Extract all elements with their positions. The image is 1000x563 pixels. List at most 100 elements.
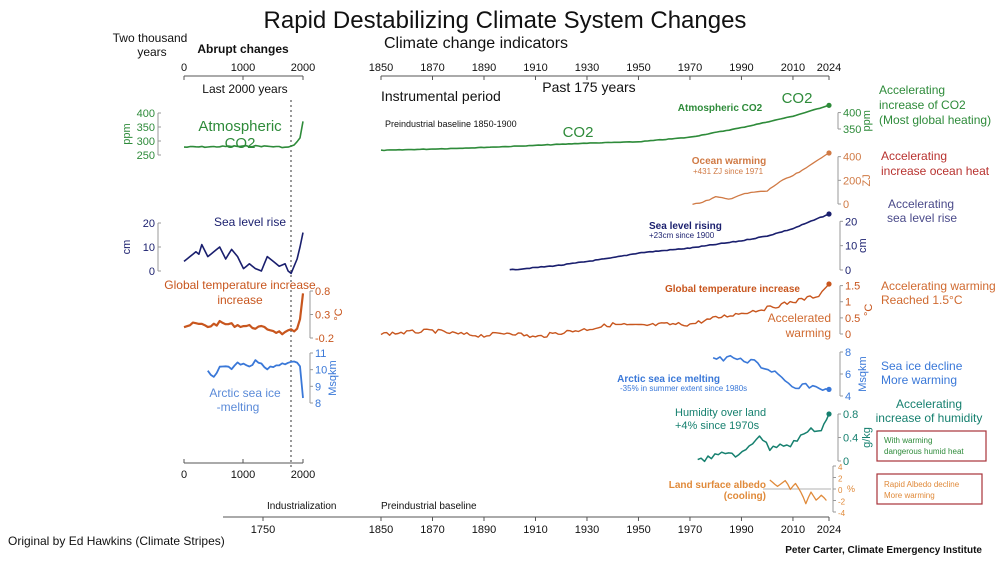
- left-sea-level-y-tick-label: 10: [143, 242, 155, 254]
- left-ice-label-1: Arctic sea ice: [209, 386, 281, 400]
- left-co2-y-tick-label: 400: [137, 108, 155, 120]
- co2-end-label: CO2: [782, 90, 813, 107]
- ice-annotation-2: More warming: [881, 373, 957, 387]
- right-sea-ice-y-tick-label: 8: [845, 347, 851, 359]
- bottom-tick-label: 1870: [420, 524, 444, 536]
- right-temperature-y-tick-label: 1: [845, 297, 851, 309]
- right-temperature-y-tick-label: 0.5: [845, 313, 860, 325]
- left-temperature-y-tick-label: 0.8: [315, 286, 330, 298]
- humid-heat-text-2: dangerous humid heat: [884, 447, 964, 456]
- right-ocean-series-line: [692, 152, 830, 206]
- right-co2-y-tick-label: 350: [843, 124, 861, 136]
- left-temp-label-1: Global temperature increase: [164, 278, 316, 292]
- right-sea-level-series-line: [509, 213, 830, 271]
- albedo-box-text-2: More warming: [884, 491, 935, 500]
- industrialization-label: Industrialization: [267, 501, 336, 512]
- accelerated-warming-label-1: Accelerated: [768, 311, 831, 325]
- right-albedo-y-tick-label: 0: [838, 486, 843, 495]
- bottom-tick-label: 1750: [251, 524, 275, 536]
- bottom-tick-label: 1990: [729, 524, 753, 536]
- credit-right: Peter Carter, Climate Emergency Institut…: [785, 545, 982, 556]
- humidity-title-label: Humidity over land: [675, 407, 766, 419]
- last-2000-years-label: Last 2000 years: [202, 82, 287, 96]
- right-top-tick-label: 1850: [369, 62, 393, 74]
- left-bottom-tick-1000: 1000: [231, 469, 255, 481]
- two-thousand-label-1: Two thousand: [113, 31, 188, 45]
- right-temperature-y-tick-label: 1.5: [845, 281, 860, 293]
- right-temperature-y-tick-label: 0: [845, 329, 851, 341]
- left-co2-unit-label: ppm: [121, 123, 133, 144]
- right-sea-ice-y-tick-label: 6: [845, 369, 851, 381]
- right-sea-ice-unit-label: Msqkm: [857, 356, 869, 391]
- left-sea-ice-y-tick-label: 8: [315, 398, 321, 410]
- right-humidity-y-tick-label: 0: [843, 456, 849, 468]
- co2-annotation-2: increase of CO2: [879, 98, 966, 112]
- right-sea-level-y-tick-label: 10: [845, 241, 857, 253]
- right-sea-level-unit-label: cm: [857, 238, 869, 253]
- sea-level-annotation-2: sea level rise: [887, 211, 957, 225]
- sea-level-note-label: +23cm since 1900: [649, 231, 715, 240]
- right-top-tick-label: 1930: [575, 62, 599, 74]
- bottom-tick-label: 1930: [575, 524, 599, 536]
- albedo-box: [876, 473, 983, 505]
- right-sea-ice-y-tick-label: 4: [845, 391, 851, 403]
- left-sea-ice-series-line: [207, 359, 304, 399]
- right-humidity-y-tick-label: 0.8: [843, 409, 858, 421]
- left-co2-label-1: Atmospheric: [198, 118, 282, 135]
- left-co2-y-tick-label: 350: [137, 122, 155, 134]
- left-bottom-axis: [183, 459, 304, 464]
- right-top-tick-label: 2024: [817, 62, 841, 74]
- left-bottom-tick-2000: 2000: [291, 469, 315, 481]
- right-ocean-unit-label: ZJ: [861, 174, 873, 186]
- ocean-title-label: Ocean warming: [692, 156, 766, 167]
- albedo-label-2: (cooling): [724, 491, 766, 502]
- ice-annotation-1: Sea ice decline: [881, 359, 963, 373]
- left-co2-label-2: CO2: [225, 135, 256, 152]
- left-bottom-tick-0: 0: [181, 469, 187, 481]
- ocean-note-label: +431 ZJ since 1971: [693, 167, 764, 176]
- right-sea-ice-series-line: [712, 354, 830, 391]
- left-sea-level-y-tick-label: 20: [143, 218, 155, 230]
- left-temperature-series-line: [183, 293, 305, 336]
- ocean-annotation-2: increase ocean heat: [881, 164, 990, 178]
- albedo-label-1: Land surface albedo: [669, 480, 766, 491]
- right-sea-ice-end-point: [826, 386, 832, 392]
- left-top-tick-0: 0: [181, 62, 187, 74]
- right-ocean-end-point: [826, 150, 832, 156]
- bottom-tick-label: 2010: [781, 524, 805, 536]
- right-temperature-series-line: [380, 283, 830, 338]
- right-temperature-end-point: [826, 281, 832, 287]
- left-temp-label-2: increase: [217, 293, 263, 307]
- right-albedo-y-tick-label: -2: [838, 498, 846, 507]
- humid-heat-text-1: With warming: [884, 436, 932, 445]
- left-co2-series-line: [183, 121, 304, 149]
- right-temperature-unit-label: °C: [863, 304, 875, 316]
- right-co2-y-tick-label: 400: [843, 108, 861, 120]
- left-sea-level-series-line: [183, 232, 304, 275]
- left-sea-level-label: Sea level rise: [214, 215, 286, 229]
- right-top-tick-label: 1970: [678, 62, 702, 74]
- left-co2-y-tick-label: 250: [137, 150, 155, 162]
- right-top-tick-label: 1910: [523, 62, 547, 74]
- right-sea-level-end-point: [826, 211, 832, 217]
- left-sea-ice-y-tick-label: 11: [315, 348, 326, 360]
- left-top-tick-1000: 1000: [231, 62, 255, 74]
- right-sea-level-y-tick-label: 20: [845, 216, 857, 228]
- past-175-years-label: Past 175 years: [542, 79, 635, 95]
- sea-level-annotation-1: Accelerating: [888, 197, 954, 211]
- left-co2-y-tick-label: 300: [137, 136, 155, 148]
- right-ocean-y-tick-label: 400: [843, 152, 861, 164]
- bottom-tick-label: 1910: [523, 524, 547, 536]
- right-humidity-y-tick-label: 0.4: [843, 433, 858, 445]
- left-top-tick-2000: 2000: [291, 62, 315, 74]
- right-albedo-y-tick-label: 4: [838, 463, 843, 472]
- right-top-tick-label: 1870: [420, 62, 444, 74]
- temp-title-label: Global temperature increase: [665, 284, 800, 295]
- right-albedo-y-tick-label: 2: [838, 475, 843, 484]
- ocean-annotation-1: Accelerating: [881, 149, 947, 163]
- bottom-tick-label: 1890: [472, 524, 496, 536]
- left-sea-level-y-tick-label: 0: [149, 266, 155, 278]
- abrupt-changes-label: Abrupt changes: [197, 42, 289, 56]
- co2-title-label: Atmospheric CO2: [678, 103, 763, 114]
